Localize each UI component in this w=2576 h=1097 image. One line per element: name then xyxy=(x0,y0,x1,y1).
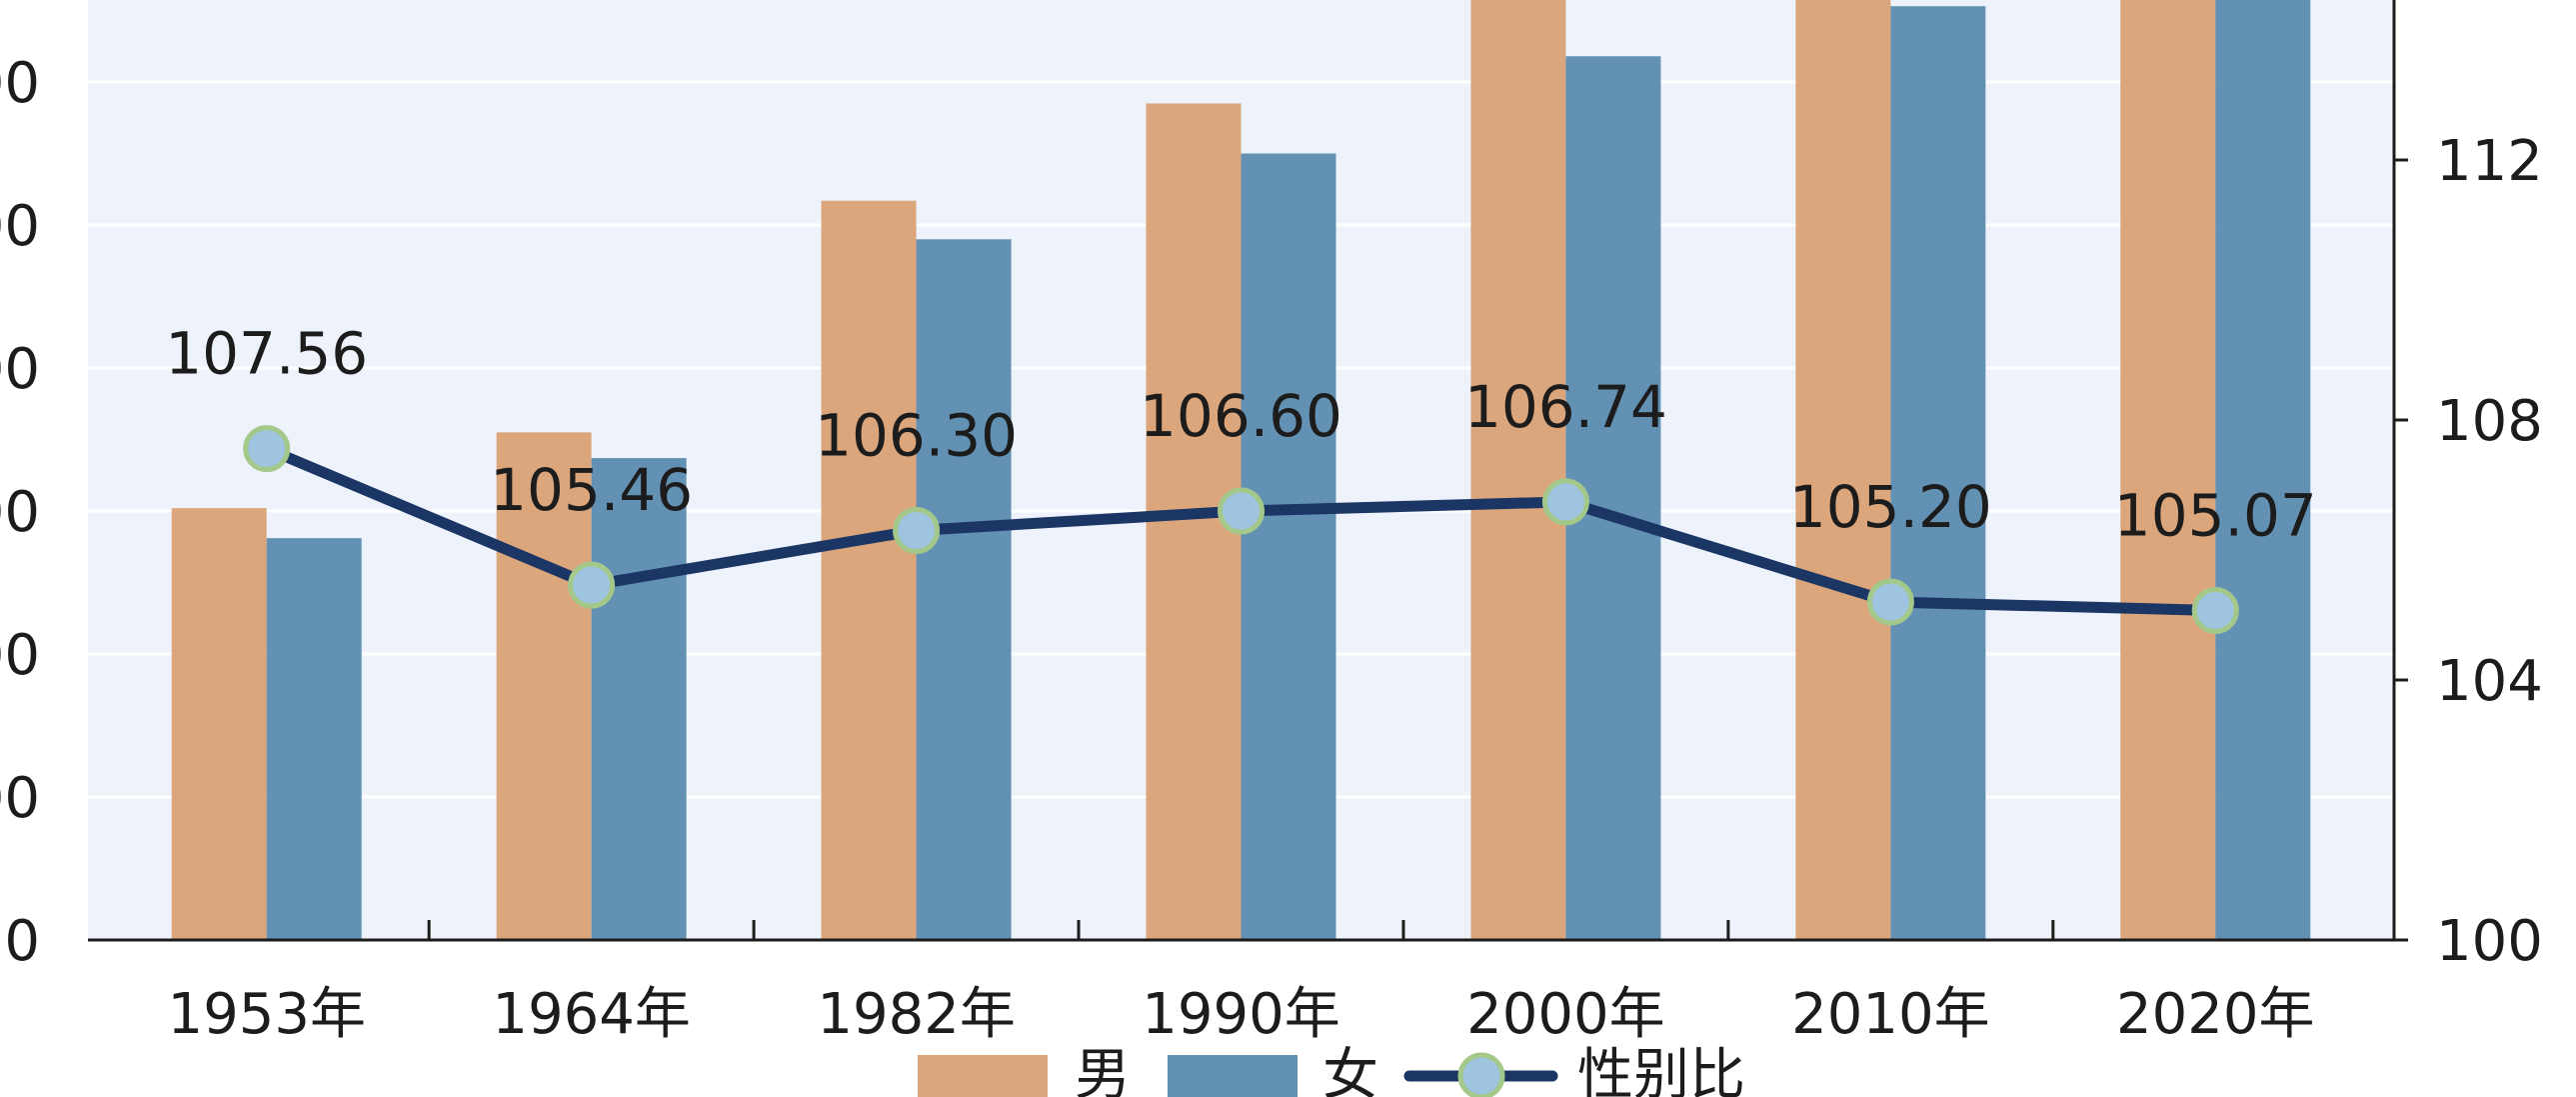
bar-female xyxy=(1890,6,1986,940)
right-tick-label: 108 xyxy=(2436,389,2543,454)
bar-series xyxy=(171,0,2311,940)
legend-marker-sex-ratio xyxy=(1457,1052,1505,1097)
x-tick-label: 2020年 xyxy=(2116,982,2315,1047)
legend-label-male: 男 xyxy=(1075,1043,1131,1097)
x-tick-label: 2000年 xyxy=(1466,982,1665,1047)
bar-male xyxy=(171,508,267,940)
right-axis-tick-labels: 100 104 108 112 xyxy=(2436,129,2543,974)
legend-swatch-female xyxy=(1168,1055,1297,1097)
right-tick-label: 104 xyxy=(2436,649,2543,714)
sex-ratio-marker xyxy=(568,561,616,609)
data-labels: 107.56 105.46 106.30 106.60 106.74 105.20 105.… xyxy=(165,320,2317,550)
x-tick-label: 2010年 xyxy=(1791,982,1990,1047)
sex-ratio-marker xyxy=(1218,487,1265,535)
right-tick-label: 100 xyxy=(2436,909,2543,974)
sex-ratio-line-series xyxy=(243,425,2239,634)
x-tick-label: 1982年 xyxy=(817,982,1016,1047)
bar-female xyxy=(2215,0,2311,940)
sex-ratio-data-label: 105.46 xyxy=(490,456,693,524)
sex-ratio-data-label: 107.56 xyxy=(165,320,368,388)
sex-ratio-data-label: 106.74 xyxy=(1464,373,1667,441)
left-tick-label: 00 xyxy=(0,337,40,402)
bar-female xyxy=(266,538,362,940)
x-tick-label: 1964年 xyxy=(492,982,691,1047)
x-tick-label: 1990年 xyxy=(1142,982,1340,1047)
left-axis-tick-labels: 0000000000000 xyxy=(0,51,40,974)
bar-female xyxy=(1241,153,1336,940)
sex-ratio-marker xyxy=(1541,478,1589,526)
x-axis-tick-labels: 1953年 1964年 1982年 1990年 2000年 2010年 2020年 xyxy=(167,982,2314,1047)
sex-ratio-data-label: 105.20 xyxy=(1789,473,1992,541)
bar-male xyxy=(821,200,917,940)
left-tick-label: 00 xyxy=(0,623,40,688)
bar-female xyxy=(916,239,1012,940)
left-tick-label: 00 xyxy=(0,766,40,831)
legend-swatch-male xyxy=(918,1055,1048,1097)
x-tick-marks xyxy=(427,158,2408,942)
left-tick-label: 00 xyxy=(0,194,40,259)
left-tick-label: 0 xyxy=(4,909,40,974)
left-tick-label: 00 xyxy=(0,51,40,116)
x-tick-label: 1953年 xyxy=(167,982,366,1047)
sex-ratio-marker xyxy=(243,425,291,473)
bar-male xyxy=(496,432,592,940)
bar-male xyxy=(1795,0,1891,940)
sex-ratio-data-label: 105.07 xyxy=(2114,481,2317,549)
bar-male xyxy=(2120,0,2216,940)
legend-label-sex-ratio: 性别比 xyxy=(1577,1043,1745,1097)
legend: 男 女 性别比 xyxy=(918,1043,1745,1097)
sex-ratio-marker xyxy=(893,507,941,554)
sex-ratio-marker xyxy=(2191,586,2239,634)
legend-label-female: 女 xyxy=(1322,1043,1378,1097)
sex-ratio-marker xyxy=(1866,578,1914,626)
axes xyxy=(88,0,2396,942)
sex-ratio-data-label: 106.60 xyxy=(1140,382,1342,450)
bar-female xyxy=(591,458,687,940)
sex-ratio-data-label: 106.30 xyxy=(815,402,1018,470)
left-tick-label: 00 xyxy=(0,480,40,545)
bar-male xyxy=(1470,0,1566,940)
right-tick-label: 112 xyxy=(2436,129,2543,194)
